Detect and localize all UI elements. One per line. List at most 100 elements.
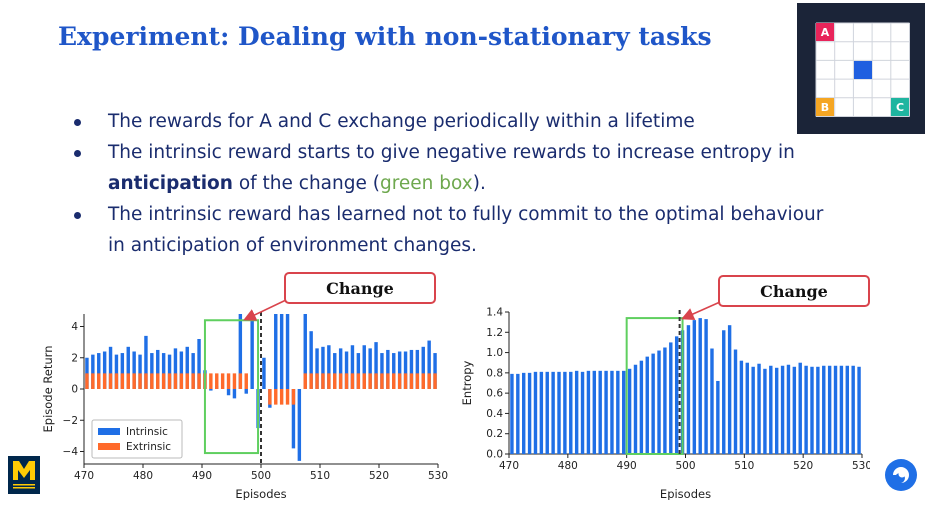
bar (686, 325, 691, 454)
bar (344, 351, 349, 389)
bar (569, 371, 573, 454)
bar (138, 354, 142, 389)
bar (598, 370, 602, 454)
bar (698, 318, 702, 454)
bar (822, 365, 826, 454)
bar (692, 320, 697, 454)
bar (751, 366, 755, 454)
bar (338, 373, 343, 389)
bar (303, 314, 307, 389)
x-tick-label: 500 (251, 470, 271, 482)
bar (433, 373, 437, 389)
legend-swatch (98, 443, 120, 450)
legend-label: Intrinsic (126, 426, 168, 438)
bar (197, 373, 201, 389)
bar (386, 349, 390, 389)
bar (338, 348, 343, 389)
bar (727, 325, 732, 454)
bar (527, 372, 532, 454)
bar (510, 373, 514, 454)
bar (563, 371, 567, 454)
gridworld-panel: A B C (797, 3, 925, 134)
y-tick-label: 4 (71, 321, 78, 333)
bar (120, 373, 125, 389)
bar (333, 373, 337, 389)
y-tick-label: −4 (63, 446, 79, 458)
bar (108, 373, 113, 389)
bar (403, 351, 408, 389)
bar (427, 340, 431, 389)
bar (226, 373, 231, 389)
bar (380, 373, 384, 389)
bar (769, 365, 773, 454)
bar (545, 371, 549, 454)
x-tick-label: 530 (852, 460, 870, 472)
bar (604, 370, 608, 454)
bar (238, 314, 243, 389)
bullet-1-text: The rewards for A and C exchange periodi… (108, 111, 695, 132)
agent-cell (854, 61, 872, 79)
bar (91, 373, 95, 389)
bar (539, 371, 544, 454)
bar (392, 353, 396, 389)
x-tick-label: 490 (192, 470, 212, 482)
y-tick-label: 0.2 (486, 428, 503, 440)
bar (315, 348, 319, 389)
bar (633, 364, 638, 454)
bar (763, 368, 767, 454)
bar (427, 373, 431, 389)
goal-c-label: C (896, 101, 904, 114)
bar (108, 346, 113, 389)
bar (285, 389, 290, 405)
bar (610, 370, 614, 454)
y-tick-label: 0.6 (486, 388, 503, 400)
bar (350, 373, 355, 389)
y-axis-label: Entropy (460, 360, 474, 405)
x-axis-label: Episodes (235, 487, 286, 500)
bar (138, 373, 142, 389)
bar (616, 370, 620, 454)
bar (421, 346, 425, 389)
bar (315, 373, 319, 389)
y-tick-label: 0.4 (486, 408, 503, 420)
bullet-2: The intrinsic reward starts to give nega… (72, 137, 832, 199)
slide-title: Experiment: Dealing with non-stationary … (58, 22, 712, 51)
bar (173, 373, 178, 389)
goal-b-label: B (821, 101, 829, 114)
bar (220, 373, 225, 389)
gridworld-svg: A B C (815, 22, 910, 117)
bar (403, 373, 408, 389)
bar (816, 366, 820, 454)
bar (291, 389, 296, 405)
bar (161, 353, 166, 389)
bar (551, 371, 555, 454)
bullet-2-bold: anticipation (108, 173, 233, 194)
bar (303, 373, 307, 389)
x-tick-label: 520 (793, 460, 813, 472)
bar (663, 347, 667, 454)
legend-label: Extrinsic (126, 441, 171, 453)
bar (197, 339, 201, 389)
x-tick-label: 510 (310, 470, 330, 482)
bar (327, 345, 331, 389)
bar (810, 366, 814, 454)
bar (798, 362, 802, 454)
bar (114, 354, 119, 389)
bar (327, 373, 331, 389)
bar (350, 345, 355, 389)
bar (374, 342, 378, 389)
x-tick-label: 530 (428, 470, 448, 482)
goal-c-cell (891, 98, 909, 116)
bar (309, 373, 313, 389)
bullet-2-text-c: ). (472, 173, 486, 194)
bar (291, 389, 296, 449)
bar (150, 353, 154, 389)
bar (132, 373, 136, 389)
bar (845, 365, 849, 454)
bar (144, 373, 148, 389)
bar (827, 365, 832, 454)
bar (622, 370, 626, 454)
goal-b-cell (816, 98, 834, 116)
bar (362, 345, 366, 389)
